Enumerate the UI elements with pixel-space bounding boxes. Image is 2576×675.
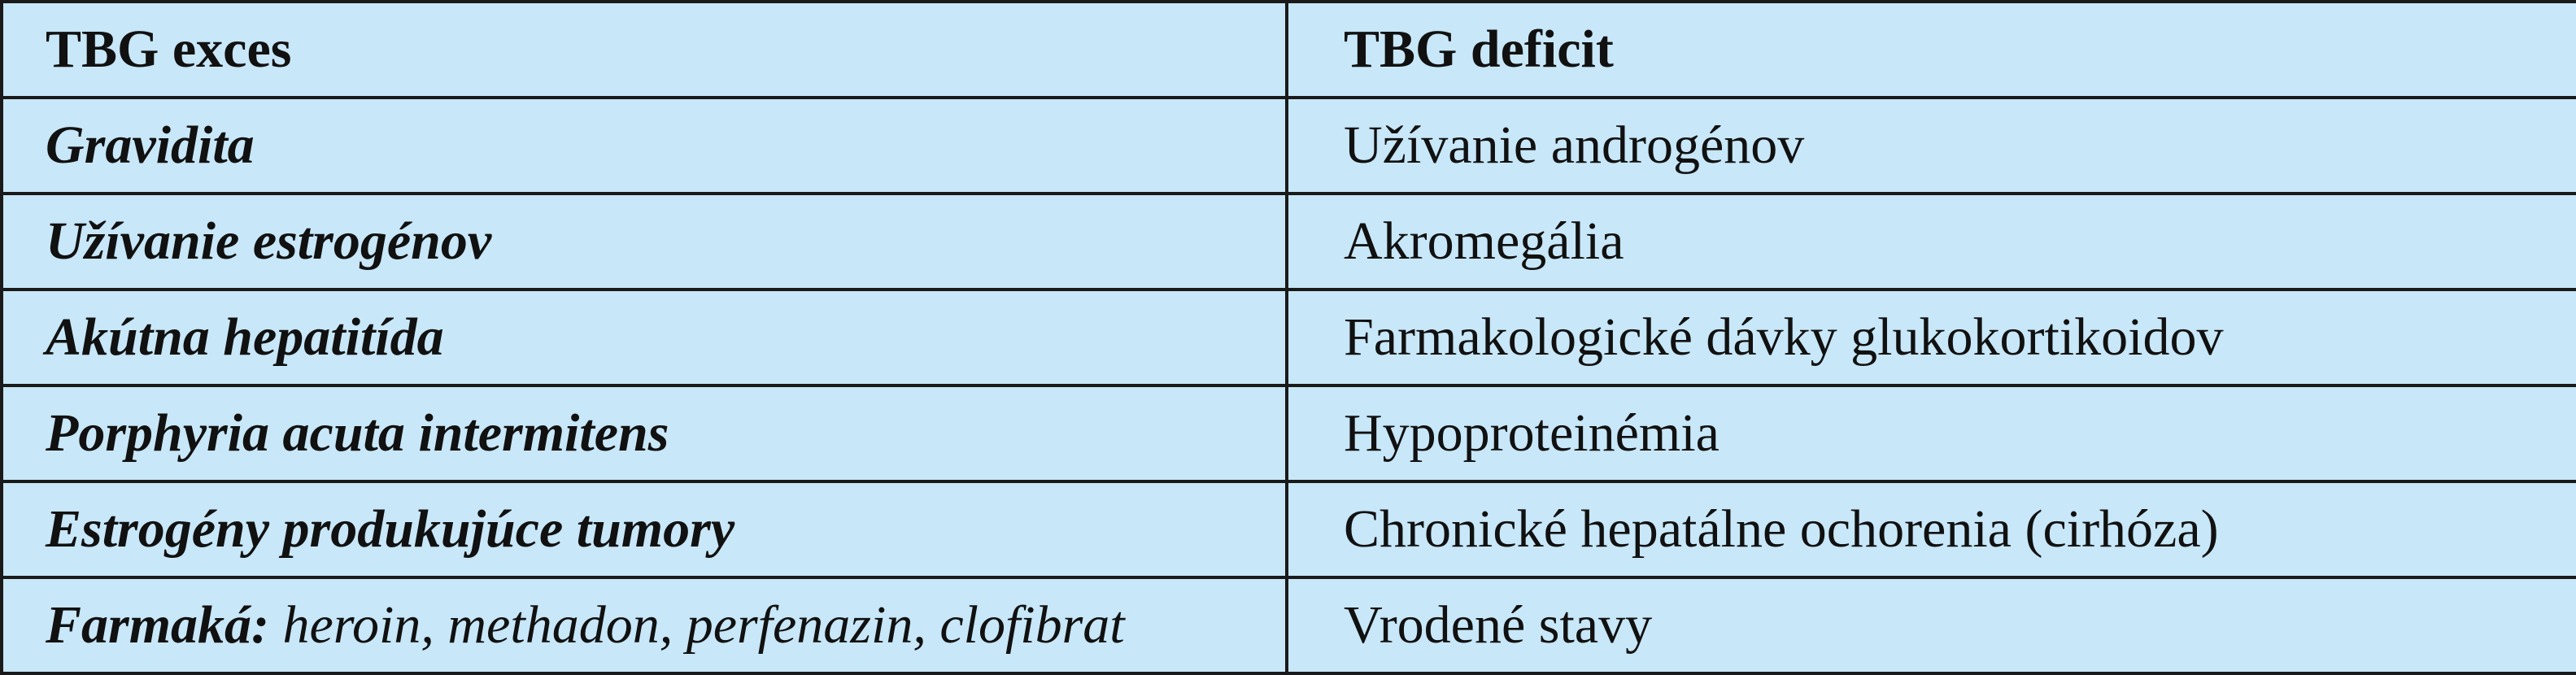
- table-cell: Farmaká: heroin, methadon, perfenazin, c…: [0, 576, 1288, 675]
- table-row: Estrogény produkujúce tumory Chronické he…: [0, 480, 2576, 579]
- table-cell: Chronické hepatálne ochorenia (cirhóza): [1285, 480, 2576, 579]
- table-cell: Estrogény produkujúce tumory: [0, 480, 1288, 579]
- header-cell: TBG deficit: [1285, 0, 2576, 99]
- table-cell: Gravidita: [0, 96, 1288, 195]
- table-cell: Užívanie androgénov: [1285, 96, 2576, 195]
- table-cell: Vrodené stavy: [1285, 576, 2576, 675]
- table-cell: Akromegália: [1285, 192, 2576, 291]
- table-row: Akútna hepatitída Farmakologické dávky gl…: [0, 288, 2576, 387]
- header-cell: TBG exces: [0, 0, 1288, 99]
- table-cell: Užívanie estrogénov: [0, 192, 1288, 291]
- table-cell: Akútna hepatitída: [0, 288, 1288, 387]
- table-cell: Hypoproteinémia: [1285, 384, 2576, 483]
- cell-label: Farmaká:: [46, 595, 270, 655]
- header-row: TBG exces TBG deficit: [0, 0, 2576, 99]
- table-row: Užívanie estrogénov Akromegália: [0, 192, 2576, 291]
- table-row: Porphyria acuta intermitens Hypoproteiném…: [0, 384, 2576, 483]
- table-cell: Farmakologické dávky glukokortikoidov: [1285, 288, 2576, 387]
- table-row: Gravidita Užívanie androgénov: [0, 96, 2576, 195]
- table-row: Farmaká: heroin, methadon, perfenazin, c…: [0, 576, 2576, 675]
- cell-text: heroin, methadon, perfenazin, clofibrat: [282, 595, 1125, 655]
- table-cell: Porphyria acuta intermitens: [0, 384, 1288, 483]
